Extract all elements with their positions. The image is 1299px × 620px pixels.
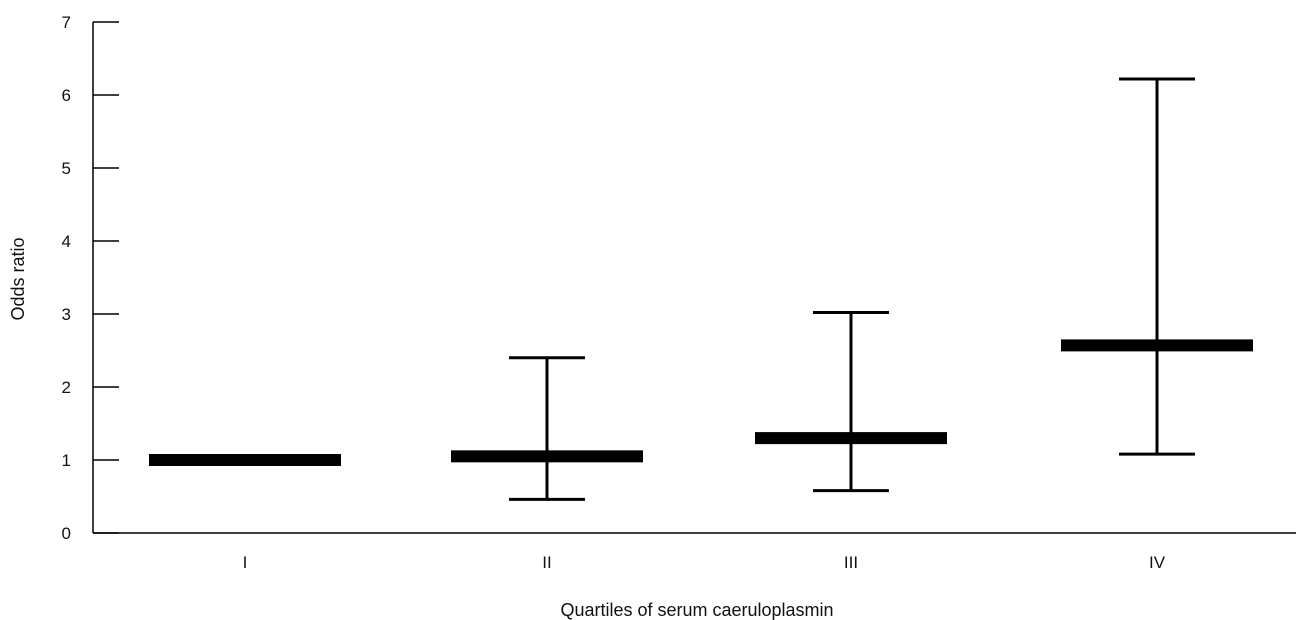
y-axis-title: Odds ratio	[8, 237, 28, 320]
estimate-bar-III	[755, 432, 947, 445]
x-axis-title: Quartiles of serum caeruloplasmin	[560, 600, 833, 620]
x-tick-label: II	[542, 553, 551, 572]
y-tick-label: 4	[62, 232, 71, 251]
axes	[92, 22, 1296, 534]
y-tick-label: 7	[62, 13, 71, 32]
data-marks	[149, 77, 1253, 501]
y-tick-label: 2	[62, 378, 71, 397]
y-tick-label: 3	[62, 305, 71, 324]
x-tick-label: III	[844, 553, 858, 572]
y-tick-label: 0	[62, 524, 71, 543]
estimate-bar-II	[451, 450, 643, 463]
estimate-bar-IV	[1061, 339, 1253, 352]
y-ticks: 0 1 2 3 4 5 6 7	[62, 13, 119, 543]
x-ticks: I II III IV	[243, 553, 1166, 572]
x-tick-label: IV	[1149, 553, 1166, 572]
estimate-bar-I	[149, 454, 341, 466]
y-tick-label: 6	[62, 86, 71, 105]
y-tick-label: 1	[62, 451, 71, 470]
x-tick-label: I	[243, 553, 248, 572]
y-tick-label: 5	[62, 159, 71, 178]
